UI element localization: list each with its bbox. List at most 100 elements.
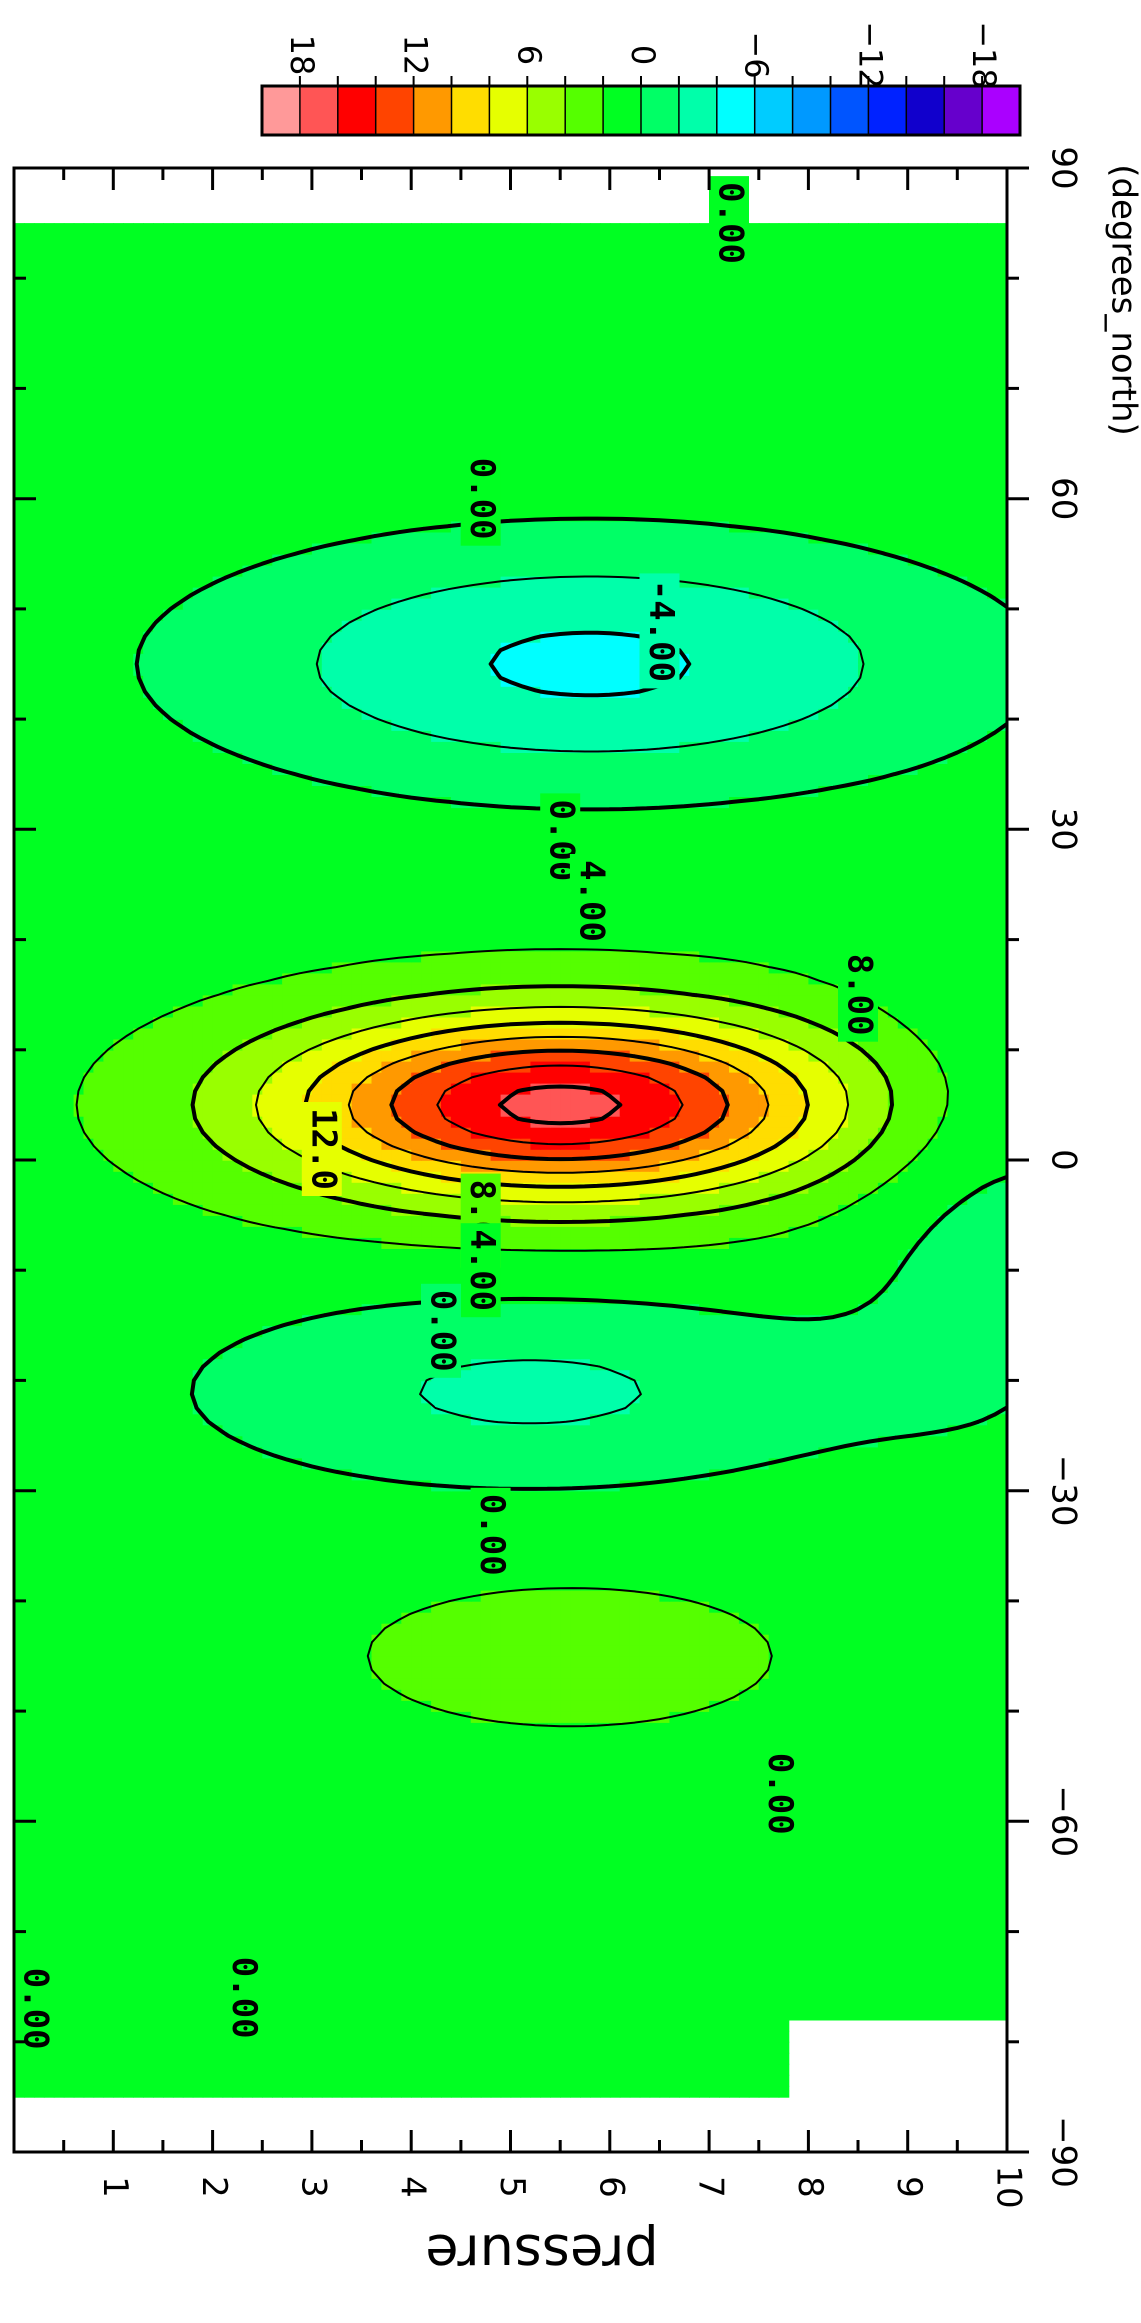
field-cell (609, 1909, 621, 1922)
field-cell (699, 1656, 710, 1668)
field-cell (153, 1567, 164, 1580)
field-cell (93, 1898, 105, 1911)
field-cell (967, 1578, 978, 1591)
field-cell (103, 1953, 115, 1966)
field-cell (639, 1622, 651, 1635)
field-cell (729, 1578, 740, 1591)
field-cell (788, 1534, 800, 1547)
field-cell (401, 1567, 412, 1580)
field-cell (123, 1711, 134, 1723)
field-cell (63, 1722, 75, 1734)
field-cell (401, 1733, 412, 1745)
field-cell (192, 1678, 204, 1690)
field-cell (828, 1821, 839, 1834)
field-cell (490, 1832, 502, 1845)
field-cell (470, 1766, 482, 1778)
field-cell (460, 1556, 472, 1569)
field-cell (172, 1589, 184, 1602)
field-cell (242, 1898, 254, 1911)
field-cell (738, 1920, 750, 1933)
field-cell (163, 2030, 174, 2043)
field-cell (758, 1876, 770, 1889)
field-cell (341, 1821, 353, 1834)
field-cell (987, 1589, 998, 1602)
field-cell (63, 2030, 75, 2043)
field-cell (262, 1799, 273, 1812)
field-cell (63, 2052, 75, 2065)
field-cell (639, 1909, 651, 1922)
field-cell (669, 1964, 681, 1977)
field-cell (262, 2074, 273, 2087)
field-cell (441, 1986, 452, 1999)
field-cell (441, 2085, 452, 2098)
field-cell (23, 1832, 35, 1845)
field-cell (1007, 1910, 1018, 1922)
field-cell (351, 1909, 363, 1922)
field-cell (699, 1799, 710, 1812)
field-cell (957, 1589, 968, 1602)
field-cell (123, 2074, 134, 2087)
field-cell (927, 1777, 939, 1789)
field-cell (421, 2008, 432, 2021)
field-cell (917, 1611, 929, 1624)
field-cell (470, 2008, 482, 2021)
field-cell (580, 1578, 591, 1591)
field-cell (371, 1975, 383, 1988)
field-cell (113, 1611, 124, 1624)
field-cell (470, 1799, 482, 1812)
field-cell (212, 1964, 224, 1977)
field-cell (560, 1711, 571, 1723)
field-cell (729, 1755, 740, 1767)
field-cell (33, 2063, 45, 2076)
field-cell (669, 1700, 681, 1712)
field-cell (14, 1832, 25, 1845)
field-cell (202, 1755, 214, 1767)
field-cell (709, 1821, 720, 1834)
field-cell (530, 1810, 542, 1823)
field-cell (510, 1755, 522, 1767)
field-cell (927, 1733, 939, 1745)
field-cell (719, 1689, 730, 1701)
field-cell (778, 1711, 790, 1723)
field-cell (331, 2063, 343, 2076)
field-cell (441, 1689, 452, 1701)
field-cell (113, 2019, 124, 2032)
field-cell (103, 1920, 115, 1933)
field-cell (212, 1534, 224, 1547)
field-cell (838, 1898, 849, 1911)
field-cell (868, 1821, 879, 1834)
field-cell (947, 1722, 959, 1734)
field-cell (441, 1766, 452, 1778)
field-cell (450, 1887, 462, 1900)
field-cell (252, 1600, 263, 1613)
field-cell (719, 1578, 730, 1591)
field-cell (689, 1975, 700, 1988)
field-cell (788, 1975, 800, 1988)
field-cell (589, 1865, 601, 1878)
field-cell (877, 1722, 889, 1734)
field-cell (311, 1744, 323, 1756)
field-cell (957, 1854, 968, 1867)
field-cell (113, 1744, 124, 1756)
field-cell (510, 1832, 522, 1845)
field-cell (143, 1578, 154, 1591)
field-cell (272, 1766, 283, 1778)
field-cell (450, 1545, 462, 1558)
field-cell (848, 1534, 859, 1547)
field-cell (699, 2008, 710, 2021)
field-cell (272, 1567, 283, 1580)
field-cell (967, 1645, 978, 1657)
field-cell (421, 1744, 432, 1756)
field-cell (182, 1821, 194, 1834)
field-cell (927, 1876, 939, 1889)
field-cell (828, 1986, 839, 1999)
field-cell (401, 1997, 412, 2010)
field-cell (530, 1578, 542, 1591)
field-cell (480, 1854, 492, 1867)
field-cell (272, 1975, 283, 1988)
field-cell (143, 2063, 154, 2076)
field-cell (391, 1622, 402, 1635)
field-cell (907, 1997, 919, 2010)
field-cell (282, 1821, 293, 1834)
field-cell (73, 1600, 85, 1613)
